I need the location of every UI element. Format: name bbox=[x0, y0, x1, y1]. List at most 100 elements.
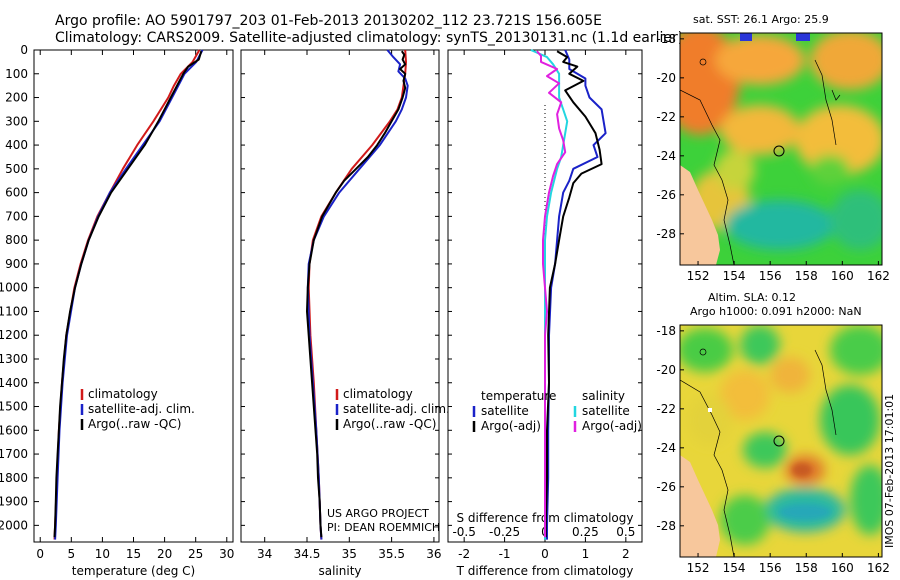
sla_map-xtick-label: 156 bbox=[759, 561, 782, 575]
temperature-ytick-label: 1800 bbox=[0, 471, 28, 485]
side-stamp: IMOS 07-Feb-2013 17:01:01 bbox=[883, 394, 896, 548]
panel-salinity: 34 34.5 35 35.5 36 salinity climatologysatelli… bbox=[240, 49, 450, 578]
sst_map-ytick-label: -26 bbox=[656, 188, 676, 202]
sst-map bbox=[680, 33, 882, 265]
temperature-ytick-label: 400 bbox=[5, 138, 28, 152]
sla_map-ytick-label: -22 bbox=[656, 402, 676, 416]
sla_map-ytick-label: -24 bbox=[656, 441, 676, 455]
sla_map-xtick-label: 162 bbox=[867, 561, 890, 575]
sst_map-ytick-label: -18 bbox=[656, 32, 676, 46]
temperature-ytick-label: 100 bbox=[5, 67, 28, 81]
temperature-ytick-label: 1100 bbox=[0, 304, 28, 318]
sst_map-xtick-label: 158 bbox=[795, 269, 818, 283]
salinity-xtick-label: 34.5 bbox=[294, 547, 321, 561]
temperature-xtick-label: 5 bbox=[67, 547, 75, 561]
sst_map-xtick-label: 152 bbox=[687, 269, 710, 283]
project-credit-line-1: US ARGO PROJECT bbox=[327, 507, 429, 520]
panel-temperature: 0 5 10 15 20 25 300100200300400500600700800900… bbox=[0, 43, 234, 578]
top-xtick-label: -0.5 bbox=[452, 525, 475, 539]
difference-xtick-label: 0 bbox=[541, 547, 549, 561]
temperature-ytick-label: 600 bbox=[5, 186, 28, 200]
diff-legend-label: satellite bbox=[481, 404, 529, 418]
temperature-xtick-label: 30 bbox=[219, 547, 234, 561]
sla-map-subtitle: Argo h1000: 0.091 h2000: NaN bbox=[690, 305, 862, 318]
sst_map-xtick-label: 160 bbox=[831, 269, 854, 283]
temperature-ytick-label: 1000 bbox=[0, 281, 28, 295]
sla_map-ytick-label: -18 bbox=[656, 324, 676, 338]
sla_map-xtick-label: 154 bbox=[723, 561, 746, 575]
sla-map bbox=[680, 325, 882, 557]
difference-xtick-label: -1 bbox=[499, 547, 511, 561]
sst_map-xtick-label: 162 bbox=[867, 269, 890, 283]
temperature-frame bbox=[33, 49, 234, 543]
temperature-ytick-label: 2000 bbox=[0, 518, 28, 532]
salinity-xtick-label: 35 bbox=[342, 547, 357, 561]
temperature-ytick-label: 0 bbox=[20, 43, 28, 57]
temperature-legend-label: Argo(..raw -QC) bbox=[88, 417, 181, 431]
difference-xlabel: T difference from climatology bbox=[456, 564, 634, 578]
temperature-ytick-label: 1900 bbox=[0, 495, 28, 509]
panel-difference: -2 -1 0 1 2 T difference from climatology -0.5… bbox=[447, 49, 643, 578]
temperature-series-2 bbox=[53, 50, 203, 538]
sla_map-ytick-label: -20 bbox=[656, 363, 676, 377]
salinity-legend-label: satellite-adj. clim. bbox=[343, 402, 450, 416]
temperature-ytick-label: 1600 bbox=[0, 423, 28, 437]
header-line-1: Argo profile: AO 5901797_203 01-Feb-2013… bbox=[55, 13, 602, 29]
salinity-xtick-label: 34 bbox=[257, 547, 272, 561]
difference-xtick-label: 1 bbox=[582, 547, 590, 561]
difference-xtick-label: 2 bbox=[622, 547, 630, 561]
top-xtick-label: 0.5 bbox=[616, 525, 635, 539]
salinity-xlabel: salinity bbox=[318, 564, 361, 578]
difference-xtick-label: -2 bbox=[458, 547, 470, 561]
top-xtick-label: 0.25 bbox=[572, 525, 599, 539]
sla_map-xtick-label: 158 bbox=[795, 561, 818, 575]
sst_map-xtick-label: 156 bbox=[759, 269, 782, 283]
sla-argo-marker bbox=[773, 435, 785, 447]
difference-series-1 bbox=[544, 50, 603, 538]
sst_map-xtick-label: 154 bbox=[723, 269, 746, 283]
temperature-ytick-label: 800 bbox=[5, 233, 28, 247]
temperature-xtick-label: 20 bbox=[157, 547, 172, 561]
temperature-legend-label: climatology bbox=[88, 387, 158, 401]
diff-legend-label: Argo(-adj) bbox=[481, 419, 541, 433]
diff-legend-heading: temperature bbox=[481, 389, 556, 403]
top-xtick-label: -0.25 bbox=[489, 525, 520, 539]
salinity-frame bbox=[240, 49, 440, 543]
sla_map-ytick-label: -26 bbox=[656, 480, 676, 494]
salinity-series-2 bbox=[306, 50, 407, 538]
temperature-ytick-label: 1400 bbox=[0, 376, 28, 390]
temperature-xtick-label: 15 bbox=[126, 547, 141, 561]
salinity-xtick-label: 35.5 bbox=[378, 547, 405, 561]
sst_map-ytick-label: -24 bbox=[656, 149, 676, 163]
temperature-ytick-label: 300 bbox=[5, 114, 28, 128]
land bbox=[680, 165, 720, 265]
temperature-xlabel: temperature (deg C) bbox=[72, 564, 195, 578]
temperature-ytick-label: 1500 bbox=[0, 400, 28, 414]
temperature-xtick-label: 10 bbox=[95, 547, 110, 561]
sla_map-xtick-label: 152 bbox=[687, 561, 710, 575]
sst_map-ytick-label: -28 bbox=[656, 227, 676, 241]
sla-map-title: Altim. SLA: 0.12 bbox=[708, 291, 796, 304]
temperature-xtick-label: 0 bbox=[36, 547, 44, 561]
diff-legend-heading: salinity bbox=[582, 389, 625, 403]
temperature-ytick-label: 200 bbox=[5, 91, 28, 105]
sst-argo-marker bbox=[773, 145, 785, 157]
temperature-ytick-label: 1700 bbox=[0, 447, 28, 461]
sla_map-ytick-label: -28 bbox=[656, 519, 676, 533]
temperature-xtick-label: 25 bbox=[188, 547, 203, 561]
sst_map-ytick-label: -22 bbox=[656, 110, 676, 124]
header-line-2: Climatology: CARS2009. Satellite-adjuste… bbox=[55, 30, 683, 46]
salinity-xtick-label: 36 bbox=[426, 547, 441, 561]
sla_map-xtick-label: 160 bbox=[831, 561, 854, 575]
difference-series-3 bbox=[536, 50, 567, 538]
temperature-ytick-label: 1300 bbox=[0, 352, 28, 366]
salinity-legend-label: Argo(..raw -QC) bbox=[343, 417, 436, 431]
sst-map-title: sat. SST: 26.1 Argo: 25.9 bbox=[693, 13, 829, 26]
temperature-ytick-label: 700 bbox=[5, 209, 28, 223]
diff-legend-label: Argo(-adj) bbox=[582, 419, 642, 433]
temperature-ytick-label: 900 bbox=[5, 257, 28, 271]
project-credit-line-2: PI: DEAN ROEMMICH bbox=[327, 521, 440, 534]
salinity-legend-label: climatology bbox=[343, 387, 413, 401]
diff-legend-label: satellite bbox=[582, 404, 630, 418]
